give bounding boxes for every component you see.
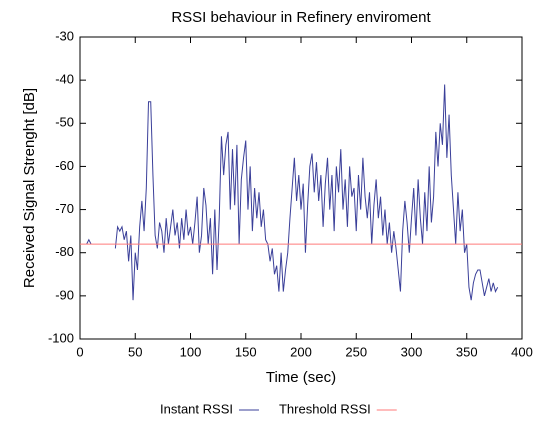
y-tick-label: -50 — [55, 115, 74, 130]
y-tick-label: -30 — [55, 28, 74, 43]
series-line — [86, 84, 499, 301]
y-tick-label: -80 — [55, 244, 74, 259]
x-tick-label: 400 — [511, 344, 533, 359]
y-tick-label: -60 — [55, 158, 74, 173]
legend-label: Threshold RSSI — [279, 401, 371, 416]
x-tick-label: 100 — [180, 344, 202, 359]
y-tick-label: -40 — [55, 72, 74, 87]
x-tick-label: 0 — [76, 344, 83, 359]
legend-label: Instant RSSI — [160, 401, 233, 416]
x-tick-label: 250 — [345, 344, 367, 359]
y-axis-label: Received Signal Strenght [dB] — [21, 88, 38, 288]
x-tick-label: 350 — [456, 344, 478, 359]
x-tick-label: 150 — [235, 344, 257, 359]
x-tick-label: 300 — [401, 344, 423, 359]
y-tick-label: -90 — [55, 287, 74, 302]
chart-title: RSSI behaviour in Refinery enviroment — [171, 9, 431, 26]
x-tick-label: 50 — [128, 344, 142, 359]
x-axis-label: Time (sec) — [266, 369, 336, 386]
y-tick-label: -100 — [48, 330, 74, 345]
x-tick-label: 200 — [290, 344, 312, 359]
y-tick-label: -70 — [55, 201, 74, 216]
